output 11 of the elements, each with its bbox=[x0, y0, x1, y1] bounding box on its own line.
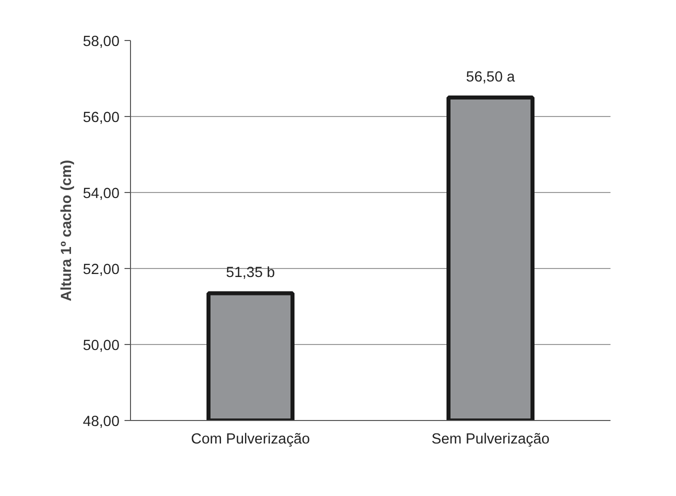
y-tick-label: 50,00 bbox=[82, 338, 120, 354]
data-label: 51,35 b bbox=[226, 265, 275, 282]
y-axis-title: Altura 1º cacho (cm) bbox=[58, 160, 75, 302]
x-tick-label: Com Pulverização bbox=[191, 432, 310, 448]
y-tick-label: 48,00 bbox=[82, 414, 120, 430]
y-tick-label: 56,00 bbox=[82, 110, 120, 126]
y-tick-label: 52,00 bbox=[82, 262, 120, 278]
data-label: 56,50 a bbox=[466, 70, 516, 86]
y-tick-label: 54,00 bbox=[82, 186, 120, 202]
y-tick-label: 58,00 bbox=[82, 34, 120, 50]
x-tick-label: Sem Pulverização bbox=[431, 432, 550, 448]
